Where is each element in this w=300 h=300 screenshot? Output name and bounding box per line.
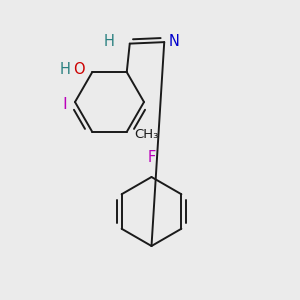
Text: I: I <box>63 97 68 112</box>
Text: O: O <box>73 61 85 76</box>
Text: H: H <box>59 61 70 76</box>
Text: N: N <box>168 34 179 49</box>
Text: F: F <box>147 150 156 165</box>
Text: CH₃: CH₃ <box>134 128 159 141</box>
Text: H: H <box>103 34 114 49</box>
